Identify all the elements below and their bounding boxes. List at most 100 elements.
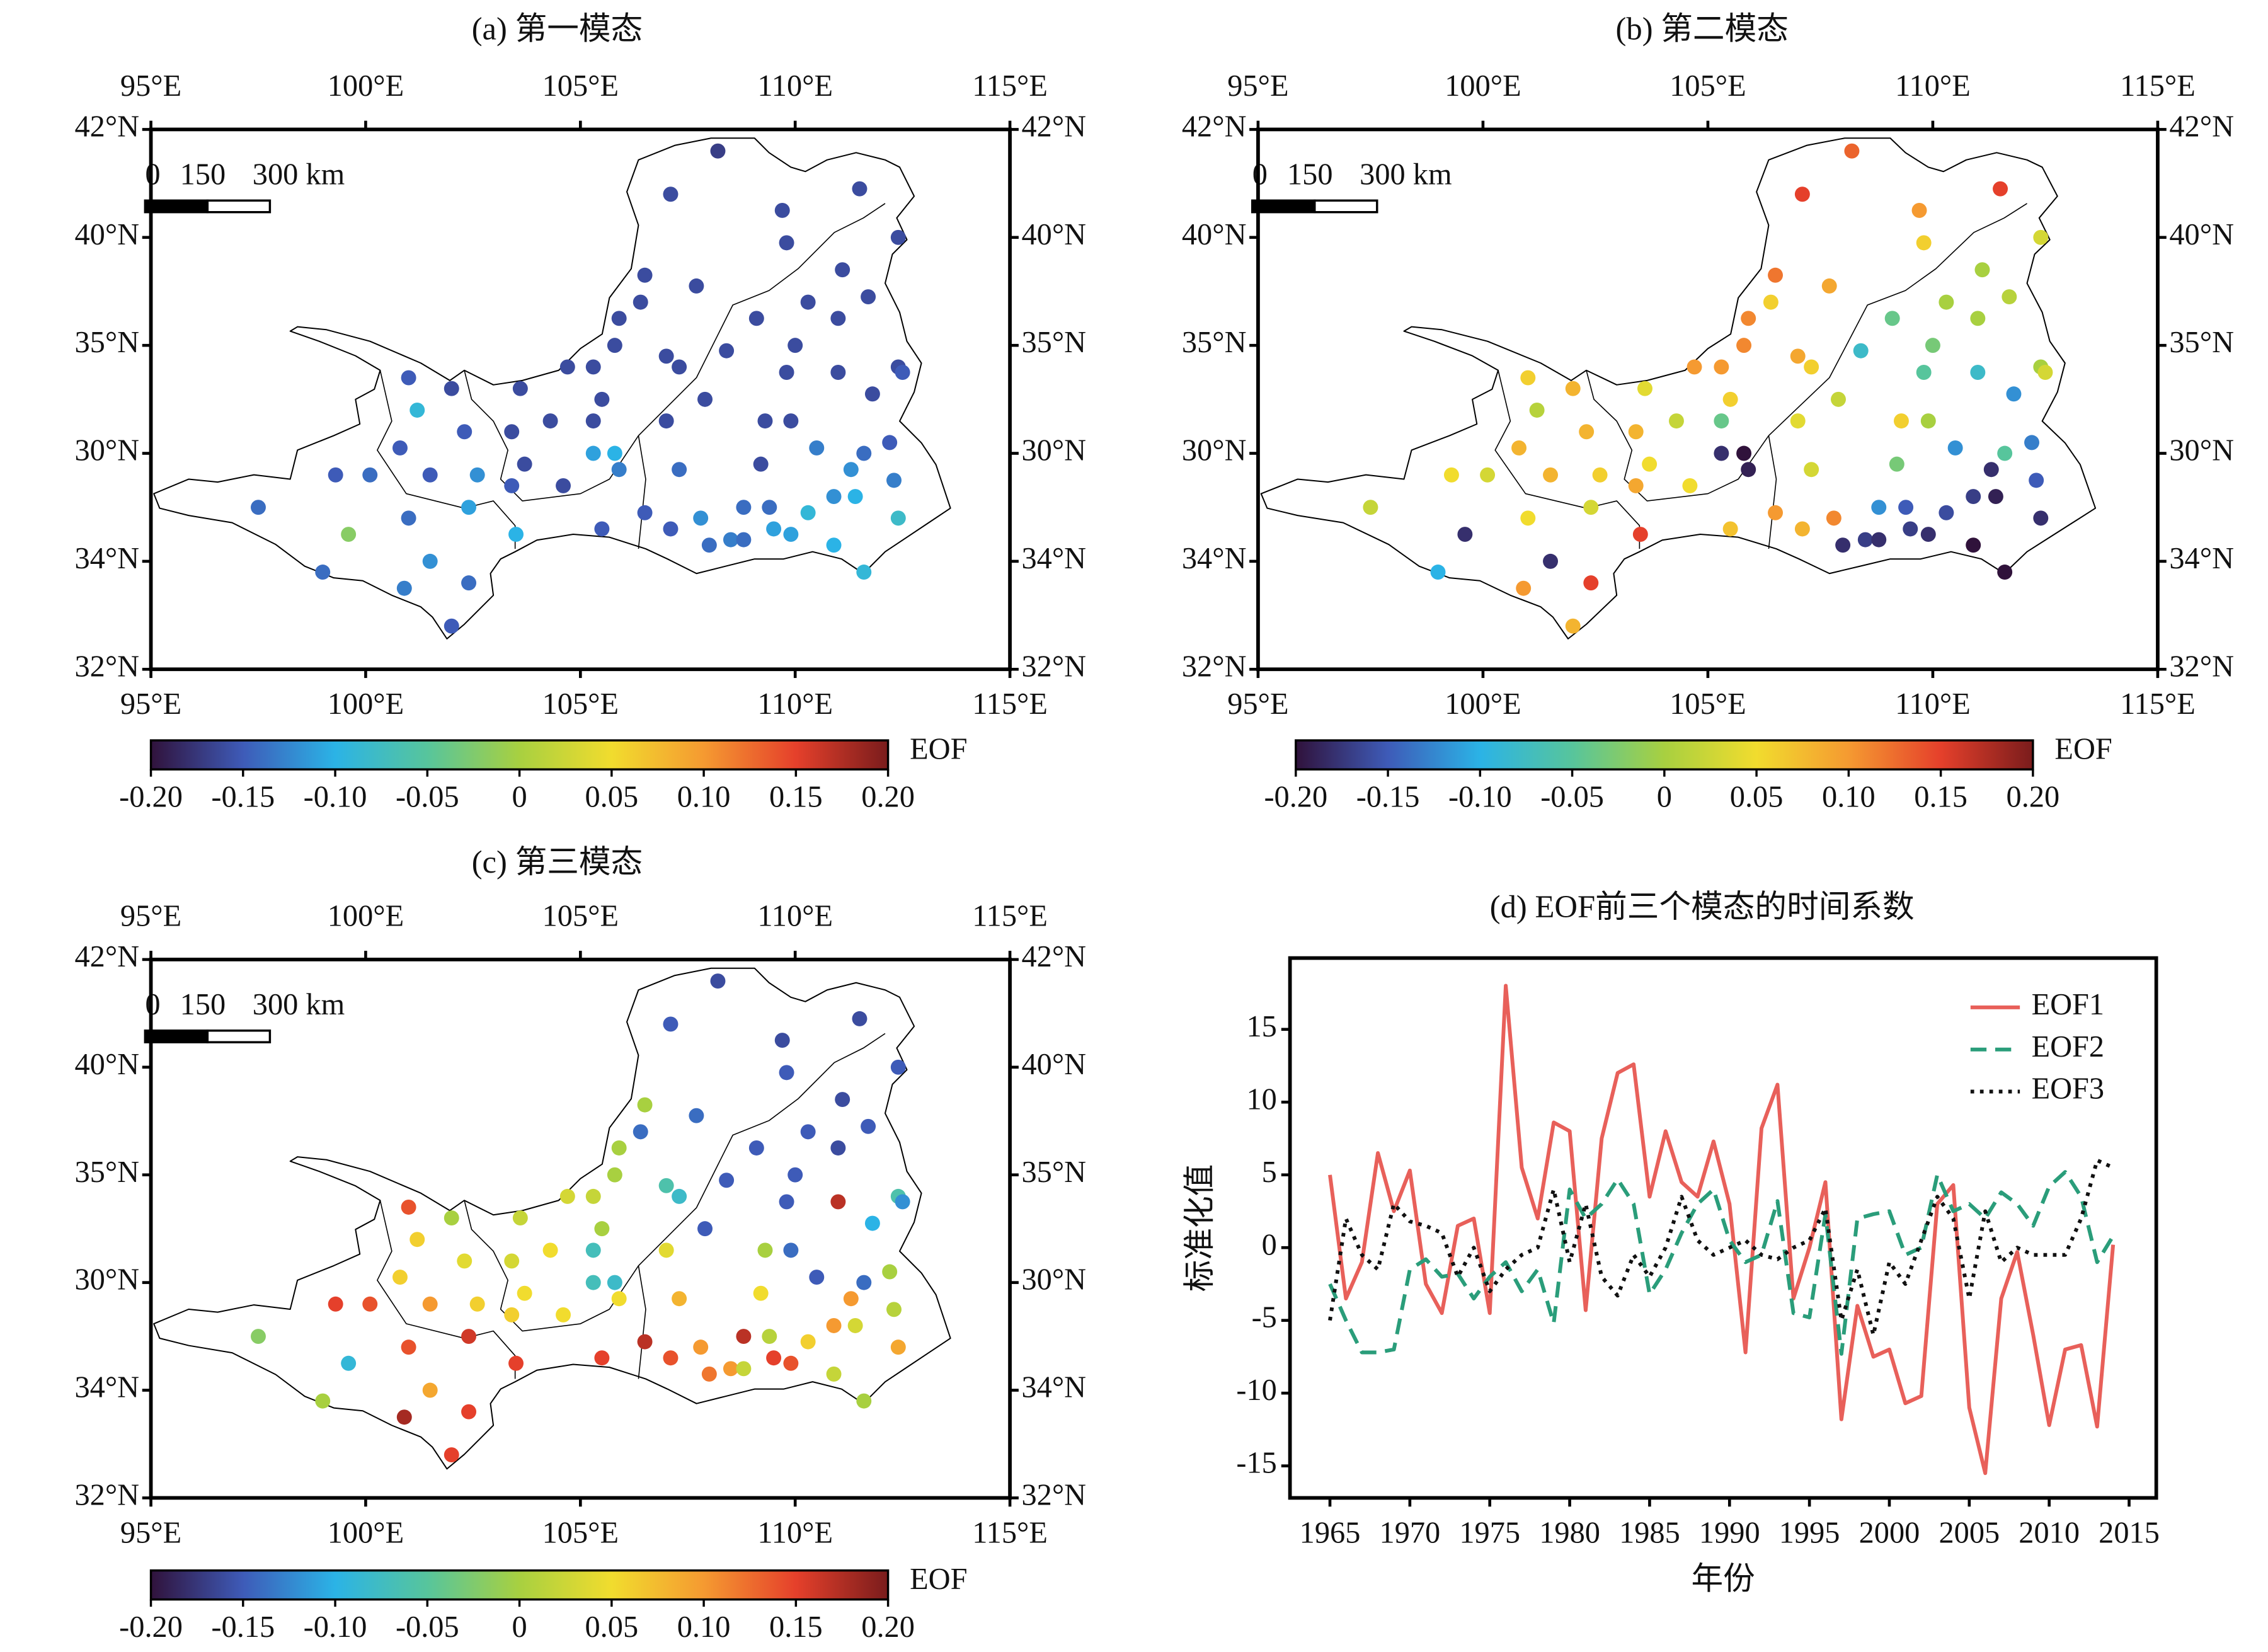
station: [585, 1242, 601, 1258]
station: [779, 1065, 794, 1081]
station: [693, 510, 709, 526]
scale-bar-label: 300 km: [1360, 158, 1452, 192]
station: [1363, 500, 1378, 515]
station: [843, 462, 859, 478]
station: [757, 413, 773, 429]
station: [701, 537, 717, 553]
colorbar-tick-label: 0: [512, 781, 527, 814]
legend-label: EOF1: [2032, 988, 2105, 1021]
x-tick-label: 1965: [1300, 1516, 1361, 1549]
colorbar: [149, 739, 890, 771]
station: [461, 1404, 477, 1420]
station: [861, 289, 876, 305]
station: [341, 527, 357, 542]
station: [774, 1033, 790, 1048]
station: [830, 311, 846, 326]
colorbar-tick-label: -0.10: [1448, 781, 1512, 814]
station: [504, 1307, 520, 1322]
y-axis-label: 标准化值: [1182, 1164, 1217, 1292]
colorbar-tick-label: -0.20: [1264, 781, 1327, 814]
station: [1871, 500, 1887, 515]
x-tick-label: 100°E: [328, 69, 404, 103]
station: [585, 413, 601, 429]
station: [633, 294, 648, 310]
scale-bar: [206, 1030, 272, 1043]
station: [779, 235, 794, 251]
y-tick-label: 35°N: [1021, 1156, 1086, 1189]
station: [1794, 186, 1810, 202]
station: [710, 973, 726, 989]
station: [328, 1296, 343, 1312]
station: [1520, 510, 1536, 526]
station: [392, 440, 408, 456]
scale-bar-label: 150: [180, 988, 226, 1021]
series-line: [1328, 984, 2116, 1476]
station: [2033, 510, 2049, 526]
station: [1903, 521, 1918, 537]
station: [401, 1199, 416, 1215]
colorbar-tick-label: 0.20: [861, 781, 915, 814]
basin-outline: [1261, 138, 2095, 639]
station: [852, 181, 868, 197]
station: [1857, 532, 1873, 548]
station: [672, 1291, 687, 1307]
axes-frame: [1256, 127, 2160, 672]
station: [637, 505, 653, 520]
y-tick-label: 32°N: [1182, 650, 1247, 683]
y-tick-label: 34°N: [1182, 542, 1247, 575]
station: [719, 1173, 735, 1188]
station: [1668, 413, 1684, 429]
x-tick-label: 95°E: [120, 69, 181, 103]
station: [1543, 553, 1559, 569]
y-tick-label: 10: [1247, 1082, 1277, 1116]
station: [1741, 462, 1756, 478]
station: [882, 435, 898, 450]
colorbar-tick-label: 0.05: [585, 1610, 639, 1644]
station: [1714, 413, 1729, 429]
station: [1831, 391, 1846, 407]
x-tick-label: 115°E: [972, 687, 1048, 721]
colorbar-tick-label: -0.10: [304, 1610, 367, 1644]
station: [594, 391, 610, 407]
station: [753, 456, 769, 472]
station: [585, 1275, 601, 1290]
station: [1682, 478, 1698, 493]
station: [856, 1275, 872, 1290]
station: [1947, 440, 1963, 456]
station: [843, 1291, 859, 1307]
x-tick-label: 105°E: [542, 900, 619, 933]
colorbar-tick-label: -0.05: [396, 1610, 459, 1644]
station: [1430, 565, 1446, 580]
station: [890, 1059, 906, 1075]
scale-bar: [206, 199, 272, 214]
station: [663, 521, 679, 537]
station: [328, 467, 343, 483]
station: [559, 359, 575, 375]
station: [1642, 456, 1658, 472]
y-tick-label: 30°N: [74, 1263, 139, 1297]
y-tick-label: 30°N: [74, 434, 139, 467]
station: [1794, 521, 1810, 537]
station: [410, 403, 425, 418]
x-tick-label: 2010: [2019, 1516, 2080, 1549]
colorbar-tick-label: -0.05: [1540, 781, 1604, 814]
station: [809, 1270, 825, 1285]
station: [607, 1275, 622, 1290]
station: [396, 1409, 412, 1425]
station: [1939, 505, 1954, 520]
series-line: [1328, 1170, 2115, 1356]
station: [890, 510, 906, 526]
station: [663, 186, 679, 202]
station: [835, 262, 850, 278]
station: [392, 1270, 408, 1285]
scale-bar: [1314, 199, 1378, 214]
x-tick-label: 1995: [1779, 1516, 1840, 1549]
station: [766, 1350, 782, 1366]
station: [1993, 181, 2008, 197]
x-axis-label: 年份: [1691, 1561, 1755, 1597]
station: [461, 575, 477, 591]
station: [1804, 462, 1819, 478]
station: [826, 489, 842, 505]
scale-bar: [144, 1030, 209, 1043]
colorbar-tick-label: 0.10: [677, 781, 731, 814]
